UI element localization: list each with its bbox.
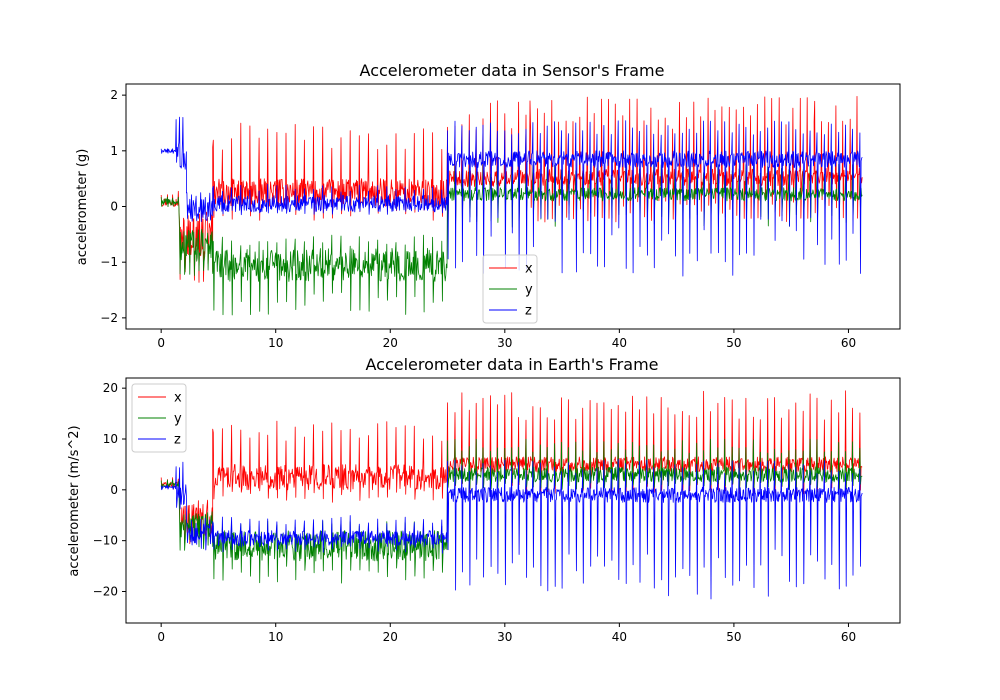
x-tick-label: 10	[268, 336, 283, 350]
legend-label-z: z	[525, 304, 532, 319]
x-tick-label: 30	[497, 336, 512, 350]
y-axis-label: accelerometer (g)	[75, 149, 90, 266]
x-tick-label: 50	[726, 336, 741, 350]
y-tick-label: −20	[93, 584, 118, 598]
y-tick-label: −2	[100, 311, 118, 325]
x-tick-label: 10	[268, 630, 283, 644]
chart-title: Accelerometer data in Earth's Frame	[366, 355, 659, 374]
y-tick-label: 10	[103, 432, 118, 446]
y-tick-label: −1	[100, 255, 118, 269]
legend-label-z: z	[174, 433, 181, 448]
chart-title: Accelerometer data in Sensor's Frame	[360, 61, 665, 80]
x-tick-label: 40	[612, 630, 627, 644]
y-tick-label: 2	[110, 88, 118, 102]
x-axis: 0 10 20 30 40 50 60	[157, 623, 856, 644]
legend: xyz	[131, 383, 187, 453]
x-tick-label: 0	[157, 630, 165, 644]
legend: xyz	[482, 254, 538, 324]
x-tick-label: 30	[497, 630, 512, 644]
y-tick-label: −10	[93, 534, 118, 548]
x-tick-label: 60	[841, 336, 856, 350]
x-tick-label: 50	[726, 630, 741, 644]
sensor-frame-subplot: Accelerometer data in Sensor's Frame acc…	[75, 61, 901, 350]
x-tick-label: 60	[841, 630, 856, 644]
earth-frame-subplot: Accelerometer data in Earth's Frame acce…	[67, 355, 901, 644]
y-axis-label: accelerometer (m/s^2)	[67, 425, 82, 576]
y-tick-label: 0	[110, 483, 118, 497]
y-tick-label: 0	[110, 200, 118, 214]
series-line-y	[160, 163, 863, 316]
y-axis: −20 −10 0 10 20	[93, 381, 126, 598]
series-line-y	[160, 438, 863, 584]
plot-frame	[125, 377, 901, 624]
legend-label-y: y	[525, 283, 533, 298]
series-line-z	[160, 116, 863, 277]
x-tick-label: 20	[383, 336, 398, 350]
legend-label-y: y	[174, 412, 182, 427]
series-layer	[160, 96, 863, 316]
y-tick-label: 1	[110, 144, 118, 158]
x-tick-label: 20	[383, 630, 398, 644]
y-tick-label: 20	[103, 381, 118, 395]
legend-label-x: x	[525, 262, 533, 277]
series-line-z	[160, 458, 863, 600]
y-axis: −2 −1 0 1 2	[100, 88, 126, 325]
series-layer	[160, 390, 863, 600]
x-tick-label: 0	[157, 336, 165, 350]
legend-label-x: x	[174, 391, 182, 406]
x-axis: 0 10 20 30 40 50 60	[157, 329, 856, 350]
x-tick-label: 40	[612, 336, 627, 350]
